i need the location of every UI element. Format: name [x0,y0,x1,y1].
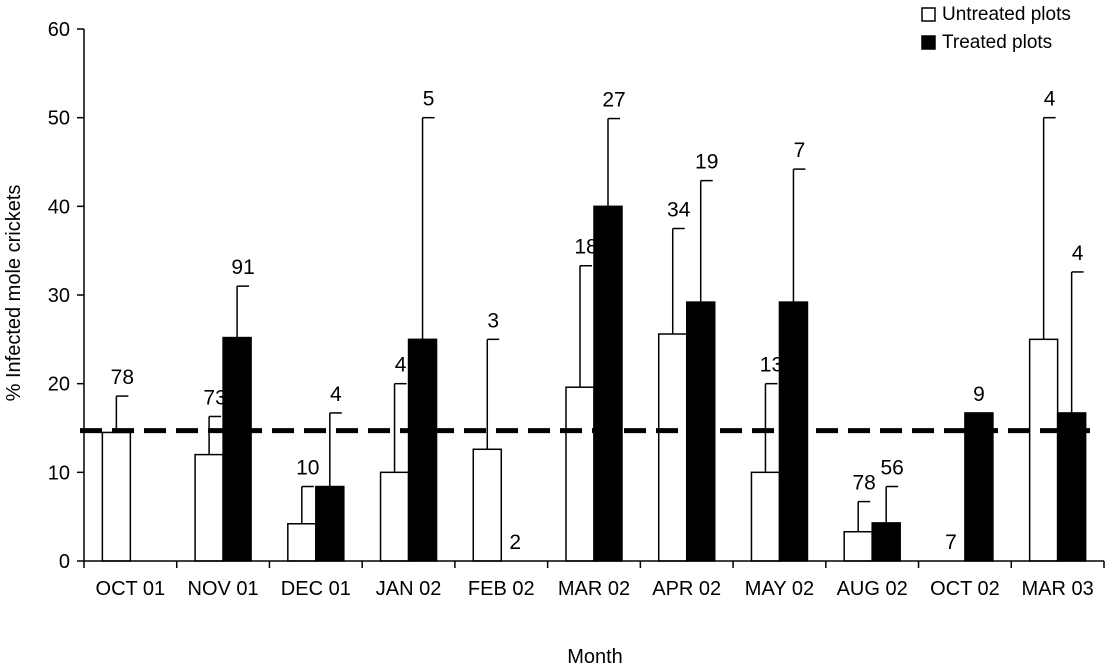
x-axis-label: Month [567,646,623,668]
untreated-count-label: 34 [667,199,691,222]
x-tick-label: DEC 01 [281,578,351,600]
treated-count-label: 7 [794,139,806,162]
treated-bar [871,522,901,562]
untreated-bar [101,431,132,562]
treated-bar [1056,412,1087,562]
untreated-count-label: 78 [853,472,876,495]
untreated-count-label: 78 [111,366,134,389]
treated-bar [315,485,345,562]
x-tick-label: MAY 02 [745,578,814,600]
legend-label-untreated: Untreated plots [942,4,1071,25]
untreated-bar [287,523,317,562]
treated-count-label: 2 [509,531,521,554]
untreated-bar [657,333,688,562]
y-tick-label: 60 [48,19,70,41]
x-tick-label: APR 02 [652,578,721,600]
untreated-count-label: 18 [574,236,597,259]
bar-count-labels: 78 73 10 4 3 18 34 13 78 7 4 91 4 5 2 27 19 7 56 9 4 [111,88,1084,554]
untreated-bar [565,386,595,562]
untreated-bar [843,530,873,562]
y-axis: 0 10 20 30 40 50 60 [48,19,85,573]
untreated-bar [472,448,503,562]
y-tick-label: 50 [48,108,70,130]
untreated-bar [379,471,410,562]
treated-count-label: 91 [231,256,254,279]
x-tick-label: JAN 02 [376,578,442,600]
x-tick-label: OCT 01 [96,578,166,600]
untreated-count-label: 4 [1044,88,1056,111]
y-tick-label: 30 [48,285,70,307]
x-tick-label: NOV 01 [188,578,259,600]
y-tick-label: 40 [48,196,70,218]
x-tick-label: OCT 02 [930,578,1000,600]
treated-bar [593,205,623,562]
treated-count-label: 4 [330,383,342,406]
treated-bar [407,338,438,562]
untreated-count-label: 3 [487,309,499,332]
x-tick-label: MAR 03 [1022,578,1094,600]
x-axis: OCT 01 NOV 01 DEC 01 JAN 02 FEB 02 MAR 02 APR … [83,560,1105,600]
treated-count-label: 19 [695,151,718,174]
y-tick-label: 0 [59,551,70,573]
x-tick-label: FEB 02 [468,578,535,600]
treated-bar [964,412,994,562]
treated-count-label: 27 [602,89,625,112]
legend-swatch-treated [921,35,936,50]
legend-label-treated: Treated plots [942,32,1052,53]
x-tick-label: MAR 02 [558,578,630,600]
y-axis-label: % Infected mole crickets [3,185,25,402]
y-tick-label: 10 [48,462,70,484]
x-tick-label: AUG 02 [837,578,908,600]
error-bars [115,116,1084,532]
untreated-count-label: 10 [296,457,319,480]
treated-count-label: 5 [423,88,435,111]
untreated-count-label: 73 [203,386,226,409]
untreated-bar [1028,338,1059,562]
untreated-count-label: 13 [760,354,783,377]
legend: Untreated plots Treated plots [921,4,1071,53]
treated-bar [222,336,252,562]
untreated-count-label: 7 [945,531,957,554]
treated-count-label: 56 [881,457,904,480]
untreated-bar [750,471,781,562]
untreated-count-label: 4 [395,354,407,377]
untreated-bar [194,453,224,562]
y-tick-label: 20 [48,374,70,396]
treated-count-label: 9 [973,383,985,406]
legend-swatch-untreated [921,7,936,22]
treated-count-label: 4 [1072,242,1084,265]
